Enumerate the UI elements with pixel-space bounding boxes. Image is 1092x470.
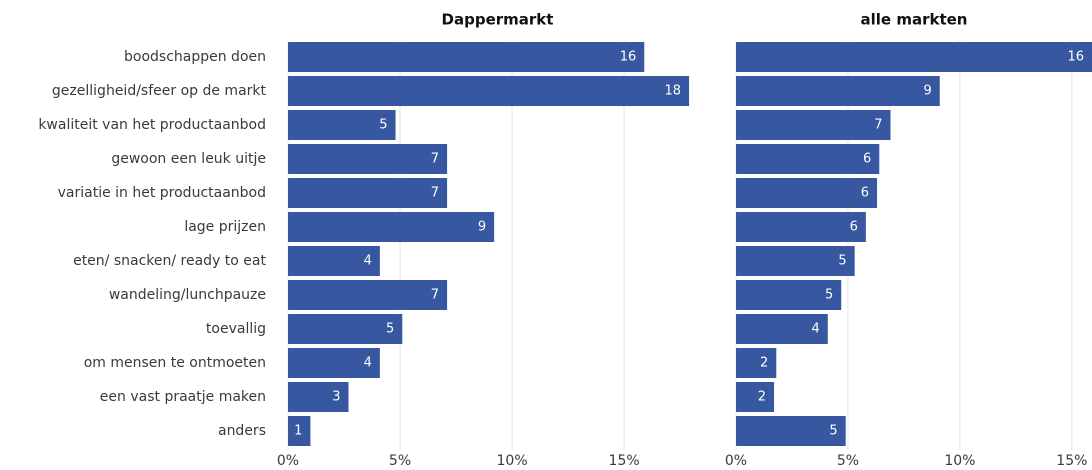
bar (288, 42, 645, 72)
bar (736, 144, 880, 174)
x-tick-label: 15% (609, 453, 640, 469)
bar (736, 382, 775, 412)
value-label: 16 (1067, 50, 1084, 65)
value-label: 6 (861, 186, 869, 201)
bar (288, 144, 448, 174)
bar (288, 280, 448, 310)
value-label: 4 (812, 322, 820, 337)
bar (736, 314, 828, 344)
bar (288, 178, 448, 208)
value-label: 3 (332, 390, 340, 405)
bar (288, 314, 403, 344)
bar (736, 246, 855, 276)
bar (736, 280, 842, 310)
value-label: 9 (923, 84, 931, 99)
value-label: 6 (850, 220, 858, 235)
bar (288, 382, 349, 412)
bar (288, 246, 380, 276)
category-label: gezelligheid/sfeer op de markt (52, 83, 267, 99)
value-label: 5 (838, 254, 846, 269)
x-tick-label: 15% (1056, 453, 1087, 469)
value-label: 9 (478, 220, 486, 235)
category-label: lage prijzen (184, 219, 266, 235)
panel-title: alle markten (861, 11, 968, 29)
x-tick-label: 10% (497, 453, 528, 469)
x-tick-label: 10% (944, 453, 975, 469)
bar (288, 76, 690, 106)
category-label: eten/ snacken/ ready to eat (73, 253, 266, 269)
value-label: 4 (364, 254, 372, 269)
value-label: 2 (758, 390, 766, 405)
value-label: 6 (863, 152, 871, 167)
bar (736, 42, 1092, 72)
x-tick-label: 5% (389, 453, 411, 469)
category-label: kwaliteit van het productaanbod (38, 117, 266, 133)
panel-title: Dappermarkt (442, 11, 554, 29)
bar (288, 212, 495, 242)
value-label: 5 (386, 322, 394, 337)
x-tick-label: 5% (837, 453, 859, 469)
value-label: 18 (665, 84, 682, 99)
bar (736, 348, 777, 378)
value-label: 7 (431, 288, 439, 303)
value-label: 7 (874, 118, 882, 133)
value-label: 2 (760, 356, 768, 371)
value-label: 16 (620, 50, 637, 65)
value-label: 4 (364, 356, 372, 371)
value-label: 7 (431, 152, 439, 167)
bar (736, 178, 878, 208)
category-label: toevallig (206, 321, 266, 337)
x-tick-label: 0% (725, 453, 747, 469)
bar (736, 212, 866, 242)
bar (288, 416, 311, 446)
value-label: 5 (829, 424, 837, 439)
category-label: gewoon een leuk uitje (111, 151, 266, 167)
bar (736, 416, 846, 446)
category-label: wandeling/lunchpauze (109, 287, 266, 303)
value-label: 5 (379, 118, 387, 133)
bar (288, 110, 396, 140)
category-label: anders (218, 423, 266, 439)
category-label: een vast praatje maken (100, 389, 266, 405)
category-label: boodschappen doen (124, 49, 266, 65)
value-label: 5 (825, 288, 833, 303)
bar (288, 348, 380, 378)
category-label: variatie in het productaanbod (58, 185, 266, 201)
category-label: om mensen te ontmoeten (84, 355, 266, 371)
bar (736, 110, 891, 140)
bar (736, 76, 940, 106)
value-label: 7 (431, 186, 439, 201)
value-label: 1 (294, 424, 302, 439)
x-tick-label: 0% (277, 453, 299, 469)
